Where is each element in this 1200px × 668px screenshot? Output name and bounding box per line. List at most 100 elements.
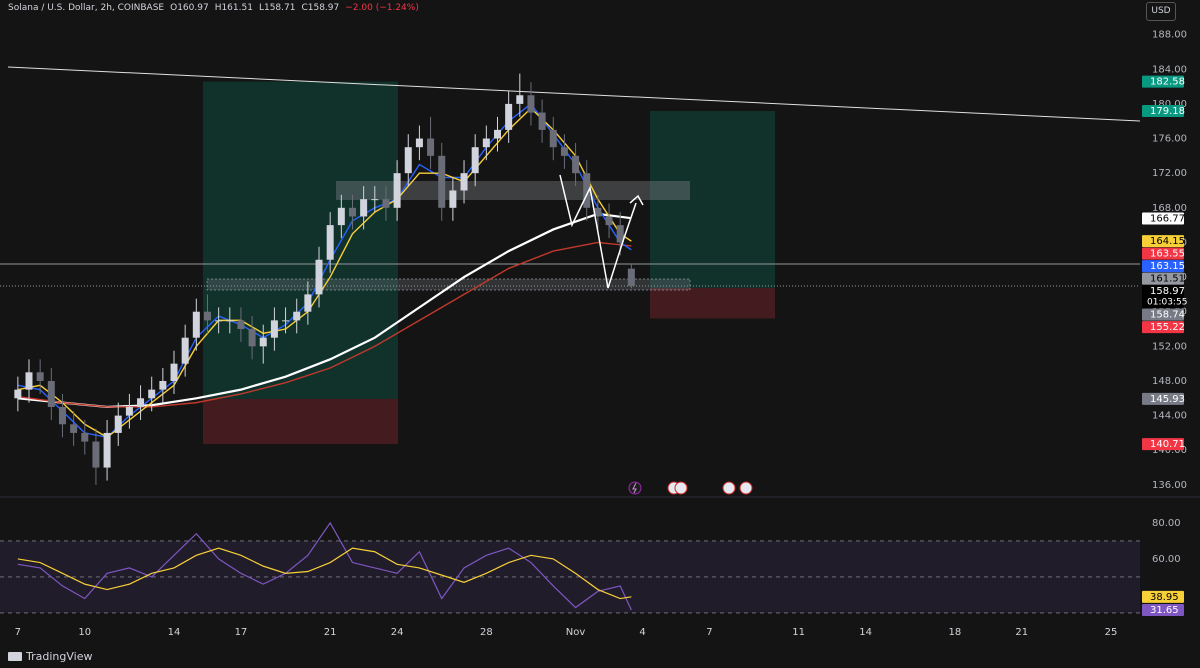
price-badge [1142,392,1184,405]
candle-body [427,138,435,156]
y-tick-label: 148.00 [1152,376,1187,387]
x-tick-label: Nov [566,627,586,638]
symbol: Solana / U.S. Dollar, 2h, COINBASE [8,3,165,13]
candle-body [449,190,457,208]
price-badge-label: 161.51 [1150,274,1185,285]
plot: 136.00140.00144.00148.00152.00156.00160.… [0,30,1187,638]
price-badge-label: 179.18 [1150,106,1185,117]
candle-body [14,389,22,399]
candle-body [103,432,111,468]
candle-body [215,320,223,322]
ohlc: C158.97 [301,3,340,13]
price-badge [1142,438,1184,451]
candle-body [248,329,256,347]
price-badge-label: 163.55 [1150,249,1185,260]
candle-body [282,320,290,322]
candle-body [583,173,591,208]
drawings-back [0,81,1140,445]
x-tick-label: 28 [480,627,493,638]
candle-body [237,320,245,330]
candle-body [627,268,635,286]
candle-body [516,95,524,104]
price-badge [1142,321,1184,334]
legend-header: Solana / U.S. Dollar, 2h, COINBASE O160.… [8,3,419,13]
candle-body [47,380,55,407]
y-tick-label: 136.00 [1152,480,1187,491]
price-badge-label: 164.15 [1150,236,1185,247]
event-icon[interactable] [674,481,688,495]
price-badge-label: 145.93 [1150,394,1185,405]
price-badge-label: 155.22 [1150,322,1185,333]
trendline [7,66,1141,122]
currency-button[interactable]: USD [1146,2,1176,21]
profit-zone [650,111,775,288]
brand: TradingView [8,650,92,663]
ohlc: O160.97 [170,3,209,13]
candle-body [415,138,423,148]
x-tick-label: 14 [859,627,872,638]
candle-body [148,389,156,399]
candle-body [493,129,501,139]
y-tick-label: 168.00 [1152,203,1187,214]
moving-average [17,241,632,408]
price-badge-label: 182.58 [1150,77,1185,88]
rsi-badge [1142,603,1184,616]
candle-body [226,320,234,322]
x-tick-label: 24 [391,627,404,638]
price-badge-label: 166.77 [1150,213,1185,224]
candle-body [605,216,613,226]
countdown: 01:03:55 [1147,298,1187,308]
candle-body [404,147,412,174]
candle-body [572,155,580,174]
x-tick-label: 14 [168,627,181,638]
candle-body [393,173,401,208]
candle-body [371,199,379,201]
candle-body [527,95,535,113]
event-icon[interactable] [628,481,642,495]
change: −2.00 (−1.24%) [345,3,419,13]
candle-body [482,138,490,148]
y-tick-label: 180.00 [1152,99,1187,110]
price-badge [1142,308,1184,321]
stop-zone [650,287,775,319]
candle-body [81,432,89,442]
candle-body [337,207,345,226]
candle-body [159,380,167,390]
x-tick-label: 21 [324,627,337,638]
y-tick-label: 152.00 [1152,341,1187,352]
x-tick-label: 25 [1105,627,1118,638]
y-tick-label: 184.00 [1152,64,1187,75]
candle-body [58,406,66,425]
rsi-badge [1142,590,1184,603]
y-tick-label: 188.00 [1152,30,1187,41]
y-tick-label: 176.00 [1152,134,1187,145]
rsi-badge-label: 31.65 [1150,605,1179,616]
candle-body [304,294,312,312]
candle-body [181,337,189,364]
candle-body [460,173,468,191]
x-tick-label: 7 [15,627,21,638]
event-glyph [632,482,637,494]
rsi-line [17,521,632,611]
price-badge [1142,105,1184,118]
candle-body [616,225,624,243]
candle-body [594,207,602,217]
price-badge [1142,75,1184,88]
price-badge-label: 140.71 [1150,439,1185,450]
y-tick-label: 140.00 [1152,445,1187,456]
candle-body [293,311,301,321]
x-tick-label: 17 [235,627,248,638]
candle-body [25,372,33,390]
candle-body [360,199,368,217]
price-badge [1142,285,1184,309]
candle-body [471,147,479,174]
rsi-line [17,547,632,600]
event-icon[interactable] [739,481,753,495]
candle-body [348,207,356,217]
candle-body [36,372,44,381]
candle-body [70,424,78,433]
logo [8,652,22,661]
event-icon[interactable] [722,481,736,495]
event-icons [628,481,753,495]
